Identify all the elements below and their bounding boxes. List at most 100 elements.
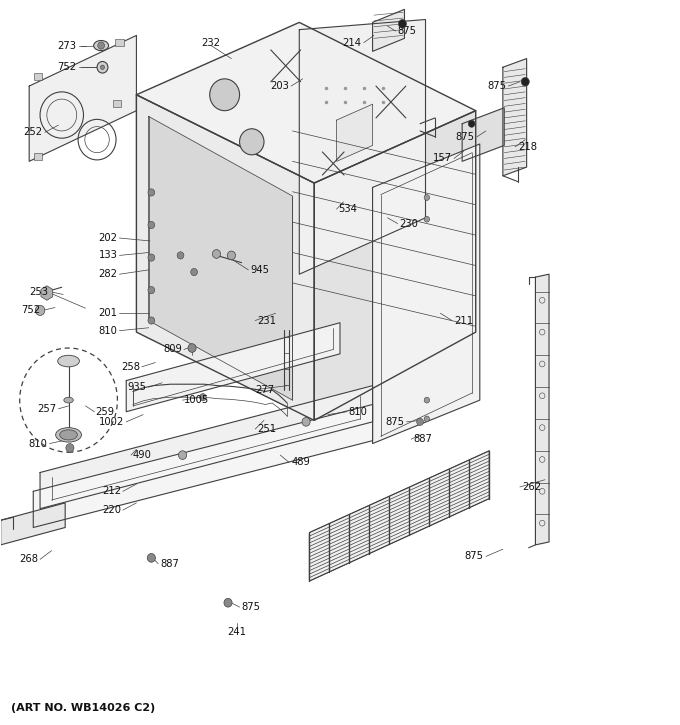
Circle shape: [101, 65, 105, 70]
Polygon shape: [149, 117, 292, 400]
Text: 257: 257: [37, 404, 56, 414]
Text: 157: 157: [433, 154, 452, 163]
Text: 203: 203: [270, 81, 289, 91]
Text: 1005: 1005: [184, 395, 209, 405]
Text: 212: 212: [103, 486, 122, 497]
Circle shape: [35, 305, 45, 315]
Text: 273: 273: [58, 41, 77, 51]
Circle shape: [424, 397, 430, 403]
Text: 251: 251: [257, 424, 276, 434]
Text: 230: 230: [400, 218, 419, 228]
Polygon shape: [462, 108, 505, 162]
Text: 253: 253: [29, 286, 48, 297]
Text: 258: 258: [121, 362, 140, 372]
Text: 887: 887: [160, 559, 179, 568]
Ellipse shape: [56, 428, 82, 442]
Circle shape: [398, 20, 407, 28]
Text: 282: 282: [99, 269, 118, 279]
Polygon shape: [535, 274, 549, 545]
Circle shape: [209, 79, 239, 111]
Polygon shape: [299, 20, 426, 274]
Text: 875: 875: [488, 81, 506, 91]
Polygon shape: [314, 111, 476, 420]
Circle shape: [148, 254, 155, 261]
Polygon shape: [1, 503, 65, 545]
Text: 809: 809: [164, 344, 182, 355]
Text: 875: 875: [241, 602, 260, 612]
Circle shape: [302, 418, 310, 426]
Circle shape: [148, 317, 155, 324]
Text: 133: 133: [99, 250, 118, 260]
Circle shape: [424, 194, 430, 200]
Polygon shape: [29, 36, 137, 162]
Circle shape: [212, 249, 220, 258]
Text: 252: 252: [24, 128, 43, 138]
Text: 218: 218: [517, 142, 537, 152]
Circle shape: [188, 344, 196, 352]
Polygon shape: [40, 386, 373, 509]
Text: 875: 875: [456, 132, 475, 141]
Text: 231: 231: [257, 315, 276, 326]
Circle shape: [521, 78, 529, 86]
Polygon shape: [137, 22, 476, 183]
Polygon shape: [373, 9, 405, 51]
Circle shape: [177, 252, 184, 259]
Text: 489: 489: [291, 457, 310, 468]
Circle shape: [148, 221, 155, 228]
Text: 262: 262: [522, 482, 541, 492]
Text: 810: 810: [99, 326, 118, 336]
Text: 201: 201: [99, 308, 118, 318]
Text: 875: 875: [398, 26, 417, 36]
Circle shape: [148, 553, 156, 562]
Polygon shape: [373, 144, 480, 444]
Circle shape: [424, 216, 430, 222]
Circle shape: [97, 62, 108, 73]
Text: (ART NO. WB14026 C2): (ART NO. WB14026 C2): [11, 703, 155, 713]
Text: 945: 945: [250, 265, 269, 275]
Text: 752: 752: [21, 305, 40, 315]
Polygon shape: [309, 451, 490, 581]
Text: 220: 220: [103, 505, 122, 515]
Text: 887: 887: [413, 434, 432, 444]
Bar: [34, 153, 42, 160]
Text: 810: 810: [348, 407, 367, 417]
Polygon shape: [503, 59, 526, 175]
Text: 810: 810: [28, 439, 47, 449]
Circle shape: [469, 120, 475, 128]
Polygon shape: [337, 104, 373, 162]
Text: 875: 875: [386, 417, 405, 427]
Text: 277: 277: [255, 385, 274, 395]
Polygon shape: [126, 323, 340, 412]
Circle shape: [190, 268, 197, 276]
Circle shape: [199, 394, 206, 401]
Text: 232: 232: [201, 38, 220, 48]
Text: 534: 534: [339, 204, 358, 214]
Text: 1002: 1002: [99, 417, 124, 427]
Circle shape: [417, 418, 424, 426]
Polygon shape: [33, 405, 373, 528]
Circle shape: [178, 451, 186, 460]
Circle shape: [148, 286, 155, 294]
Circle shape: [98, 42, 105, 49]
Ellipse shape: [58, 355, 80, 367]
Circle shape: [424, 416, 430, 422]
Circle shape: [224, 598, 232, 607]
Bar: [116, 39, 124, 46]
Circle shape: [148, 188, 155, 196]
Bar: [114, 100, 122, 107]
Text: 875: 875: [465, 552, 484, 561]
Text: 752: 752: [58, 62, 77, 72]
Circle shape: [239, 129, 264, 155]
Text: 268: 268: [19, 555, 38, 564]
Text: 259: 259: [96, 407, 115, 417]
Bar: [34, 73, 42, 80]
Text: 214: 214: [343, 38, 362, 48]
Text: 202: 202: [99, 233, 118, 243]
Text: 211: 211: [454, 315, 473, 326]
Text: 490: 490: [133, 450, 152, 460]
Ellipse shape: [60, 430, 78, 440]
Circle shape: [227, 251, 235, 260]
Text: 241: 241: [227, 626, 246, 637]
Text: 935: 935: [128, 382, 147, 392]
Ellipse shape: [94, 41, 109, 51]
